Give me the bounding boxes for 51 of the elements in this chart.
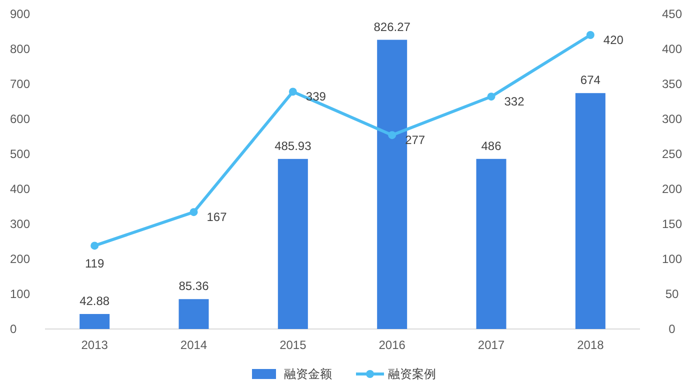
y2-tick-label: 200 [662,182,682,196]
x-tick-label: 2014 [180,338,208,352]
y-tick-label: 200 [10,252,30,266]
bar [278,158,308,329]
y-tick-label: 0 [10,322,17,336]
y2-tick-label: 0 [668,322,676,336]
x-tick-label: 2016 [378,338,406,352]
y2-tick-label: 400 [662,42,682,56]
legend-label: 融资金额 [284,367,332,381]
data-label: 485.93 [274,138,312,153]
point [586,31,594,39]
y2-tick-label: 250 [662,147,682,161]
y2-tick-label: 100 [662,252,682,266]
bar [80,314,110,329]
data-label: 339 [306,90,326,104]
legend-label: 融资案例 [388,367,436,381]
data-label: 420 [603,33,624,47]
y2-tick-label: 300 [662,112,682,126]
point [190,208,198,216]
bar [377,40,408,329]
point [288,88,297,96]
y-tick-label: 100 [10,287,30,301]
data-label: 119 [85,256,104,271]
data-label: 167 [206,210,228,224]
x-tick-label: 2018 [577,338,604,352]
point [388,131,396,140]
bar [178,299,209,329]
bar [575,93,606,329]
data-label: 42.88 [80,294,110,308]
x-tick-label: 2015 [280,338,307,352]
y-tick-label: 800 [10,42,30,56]
point [487,92,496,101]
data-label: 332 [504,94,525,109]
y2-tick-label: 50 [665,287,679,301]
x-tick-label: 2017 [478,338,505,352]
y-tick-label: 400 [10,182,30,196]
data-label: 826.27 [374,20,411,34]
y-tick-label: 600 [10,112,30,126]
bar [476,158,506,329]
y-tick-label: 300 [10,217,30,231]
y2-tick-label: 150 [662,217,682,231]
data-label: 674 [580,73,601,88]
y-tick-label: 700 [10,77,30,91]
y2-tick-label: 450 [662,7,682,21]
point [90,242,99,250]
y2-tick-label: 350 [662,77,682,91]
data-label: 486 [481,138,502,153]
y-tick-label: 500 [10,147,30,161]
data-label: 85.36 [178,279,210,294]
x-tick-label: 2013 [81,338,108,352]
y-tick-label: 900 [10,7,30,21]
